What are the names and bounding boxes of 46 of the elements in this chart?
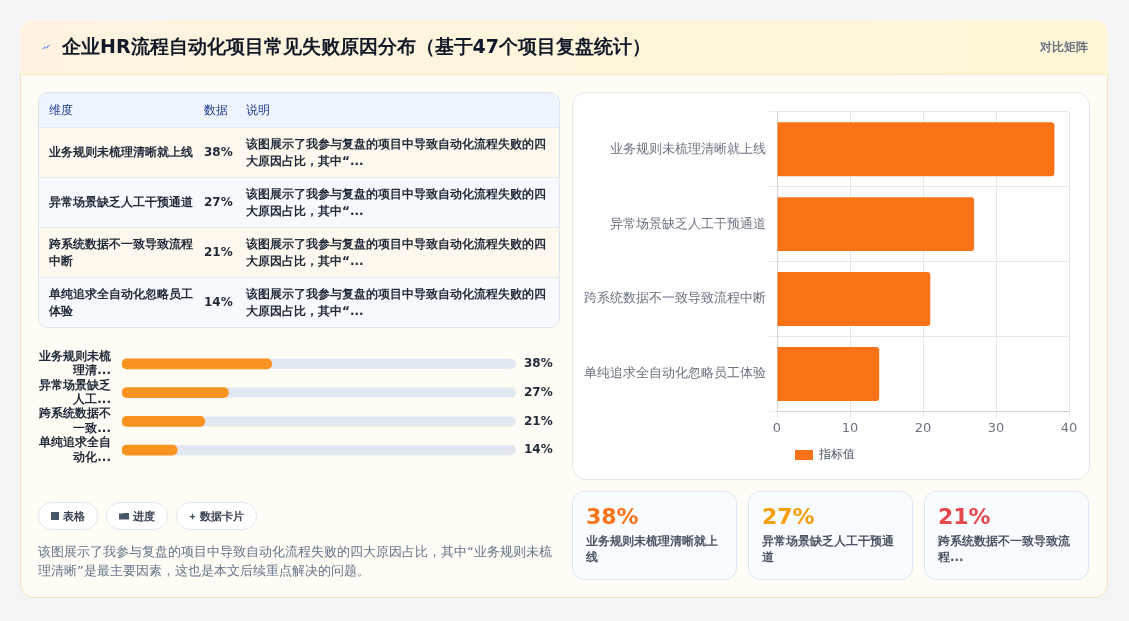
text: 该图展示了我参与复盘的项目中导致自动化流程失败的四大原因占比，其中“... [246,185,547,220]
x-tick-label: 10 [841,419,859,435]
bar [122,416,206,427]
bar [122,444,178,456]
x-tick-label: 0 [772,419,782,435]
text: 数据 [204,101,229,119]
y-tick-label: 单纯追求全自动化... [38,435,111,464]
text: 该图展示了我参与复盘的项目中导致自动化流程失败的四大原因占比，其中“... [246,285,547,320]
text: 说明 [246,101,271,119]
text: 38% [204,144,234,161]
data-label: 21% [524,413,553,428]
data-label: 27% [524,384,553,399]
text: 14% [204,294,234,311]
text: 27% [204,194,234,211]
y-tick-label: 跨系统数据不一致导致流程中断 [584,290,766,306]
text: 对比矩阵 [1040,38,1088,56]
x-tick-label: 40 [1060,419,1078,435]
text: 21% [938,504,992,529]
text: 进度 [133,508,155,524]
x-tick-label: 20 [914,419,932,435]
text: 维度 [48,101,74,119]
y-tick-label: 单纯追求全自动化忽略员工体验 [584,365,766,381]
text: 跨系统数据不一致导致流程... [938,533,1071,565]
y-tick-label: 业务规则未梳理清晰就上线 [610,140,766,156]
text: 该图展示了我参与复盘的项目中导致自动化流程失败的四大原因占比，其中“... [246,135,547,170]
bar [777,197,975,252]
y-tick-label: 业务规则未梳理清... [38,348,112,378]
bar [777,272,931,327]
y-tick-label: 异常场景缺乏人工干预通道 [610,215,766,231]
data-label: 38% [524,355,553,370]
text: 异常场景缺乏人工干预通道 [762,533,895,565]
text: 该图展示了我参与复盘的项目中导致自动化流程失败的四大原因占比，其中“... [246,235,547,270]
y-tick-label: 跨系统数据不一致... [38,406,111,435]
data-label: 14% [524,442,553,457]
text: 38% [586,504,640,529]
text: 数据卡片 [200,508,244,524]
text: 表格 [63,508,85,524]
legend-label: 指标值 [818,447,855,462]
x-tick-label: 30 [987,419,1005,435]
text: 27% [762,504,816,529]
bar [777,346,880,401]
y-tick-label: 异常场景缺乏人工... [38,377,111,406]
text: 企业HR流程自动化项目常见失败原因分布（基于47个项目复盘统计） [62,34,652,59]
text: 该图展示了我参与复盘的项目中导致自动化流程失败的四大原因占比，其中“业务规则未梳理清晰”是最主要因素，这也是本文后续重点解决的问题。 [38,543,553,580]
bar [777,122,1055,177]
text: 21% [204,244,234,261]
